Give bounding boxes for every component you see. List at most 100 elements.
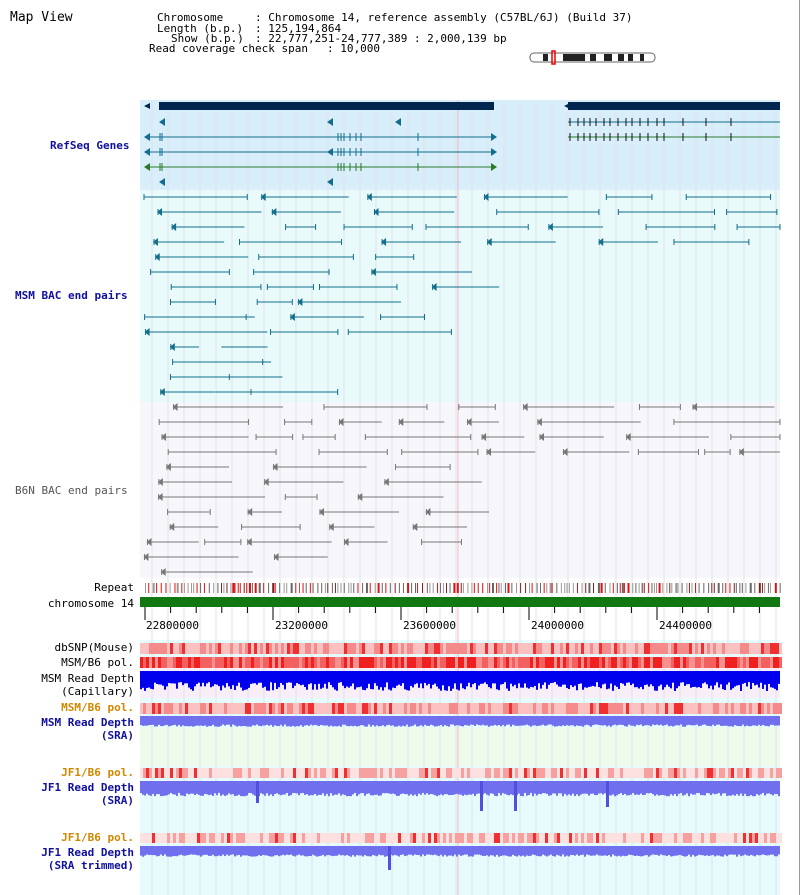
read-depth-bar bbox=[402, 671, 404, 684]
repeat-element bbox=[623, 583, 625, 593]
polymorphism-cell bbox=[680, 657, 683, 668]
polymorphism-cell bbox=[545, 703, 548, 714]
msm-bac-pair-end bbox=[289, 313, 295, 321]
read-depth-bar bbox=[274, 781, 276, 795]
msm-bac-pair-end bbox=[154, 253, 160, 261]
read-depth-bar bbox=[290, 671, 292, 683]
read-depth-bar bbox=[330, 671, 332, 685]
polymorphism-cell bbox=[143, 643, 146, 654]
read-depth-bar bbox=[512, 716, 514, 725]
polymorphism-cell bbox=[527, 703, 530, 714]
repeat-element bbox=[369, 583, 371, 593]
polymorphism-cell bbox=[416, 643, 419, 654]
polymorphism-cell bbox=[644, 657, 647, 668]
polymorphism-cell bbox=[614, 833, 617, 843]
polymorphism-cell bbox=[671, 703, 674, 714]
read-depth-bar bbox=[292, 781, 294, 794]
read-depth-bar bbox=[564, 846, 566, 857]
polymorphism-cell bbox=[206, 768, 209, 778]
polymorphism-cell bbox=[413, 833, 416, 843]
refseq-strand-arrow bbox=[395, 118, 401, 126]
polymorphism-cell bbox=[599, 657, 602, 668]
polymorphism-cell bbox=[368, 643, 371, 654]
read-depth-bar bbox=[196, 781, 198, 794]
read-depth-bar bbox=[384, 781, 386, 794]
read-depth-bar bbox=[394, 671, 396, 689]
polymorphism-cell bbox=[161, 703, 164, 714]
polymorphism-cell bbox=[386, 643, 389, 654]
polymorphism-cell bbox=[326, 833, 329, 843]
read-depth-bar bbox=[386, 846, 388, 857]
polymorphism-cell bbox=[581, 703, 584, 714]
read-depth-bar bbox=[152, 716, 154, 725]
read-depth-bar bbox=[328, 781, 330, 797]
read-depth-bar bbox=[564, 781, 566, 794]
polymorphism-cell bbox=[596, 643, 599, 654]
read-depth-bar bbox=[760, 846, 762, 856]
repeat-element bbox=[234, 583, 236, 593]
read-depth-bar bbox=[706, 716, 708, 726]
polymorphism-cell bbox=[548, 833, 551, 843]
polymorphism-cell bbox=[170, 768, 173, 778]
read-depth-bar bbox=[470, 671, 472, 688]
polymorphism-cell bbox=[401, 833, 404, 843]
repeat-element bbox=[381, 583, 383, 593]
polymorphism-cell bbox=[242, 643, 245, 654]
read-depth-bar bbox=[704, 716, 706, 725]
read-depth-bar bbox=[196, 846, 198, 856]
polymorphism-cell bbox=[335, 768, 338, 778]
track-label-refseq-genes[interactable]: RefSeq Genes bbox=[50, 139, 130, 152]
polymorphism-cell bbox=[482, 768, 485, 778]
polymorphism-cell bbox=[236, 833, 239, 843]
polymorphism-cell bbox=[197, 643, 200, 654]
read-depth-bar bbox=[546, 846, 548, 857]
track-label-b6n-bac[interactable]: B6N BAC end pairs bbox=[15, 484, 128, 497]
track-label-msm-bac[interactable]: MSM BAC end pairs bbox=[15, 289, 128, 302]
polymorphism-cell bbox=[779, 657, 782, 668]
read-depth-bar bbox=[494, 716, 496, 725]
polymorphism-cell bbox=[197, 768, 200, 778]
read-depth-bar bbox=[220, 671, 222, 691]
polymorphism-cell bbox=[623, 703, 626, 714]
read-depth-bar bbox=[756, 781, 758, 795]
read-depth-bar bbox=[428, 846, 430, 855]
read-depth-bar bbox=[186, 846, 188, 856]
read-depth-bar bbox=[704, 671, 706, 683]
polymorphism-cell bbox=[251, 703, 254, 714]
read-depth-bar bbox=[466, 846, 468, 855]
read-depth-bar bbox=[596, 781, 598, 796]
read-depth-bar bbox=[504, 716, 506, 727]
read-depth-bar bbox=[692, 716, 694, 726]
polymorphism-cell bbox=[281, 657, 284, 668]
b6n-bac-pair-end bbox=[425, 508, 431, 516]
polymorphism-cell bbox=[419, 833, 422, 843]
polymorphism-cell bbox=[326, 703, 329, 714]
b6n-bac-pair-end bbox=[412, 523, 418, 531]
polymorphism-cell bbox=[296, 833, 299, 843]
polymorphism-cell bbox=[272, 703, 275, 714]
polymorphism-cell bbox=[674, 703, 677, 714]
repeat-element bbox=[187, 583, 189, 593]
polymorphism-cell bbox=[419, 768, 422, 778]
read-depth-bar bbox=[316, 716, 318, 726]
read-depth-bar bbox=[610, 846, 612, 857]
read-depth-bar bbox=[162, 846, 164, 856]
read-depth-bar bbox=[236, 846, 238, 856]
polymorphism-cell bbox=[578, 768, 581, 778]
polymorphism-cell bbox=[620, 643, 623, 654]
polymorphism-cell bbox=[413, 643, 416, 654]
b6n-bac-track-bg bbox=[140, 402, 780, 578]
polymorphism-cell bbox=[152, 833, 155, 843]
read-depth-bar bbox=[168, 781, 170, 795]
polymorphism-cell bbox=[482, 643, 485, 654]
polymorphism-cell bbox=[305, 643, 308, 654]
polymorphism-cell bbox=[278, 768, 281, 778]
repeat-element bbox=[745, 583, 747, 593]
polymorphism-cell bbox=[596, 703, 599, 714]
polymorphism-cell bbox=[608, 833, 611, 843]
read-depth-bar bbox=[332, 671, 334, 688]
read-depth-bar bbox=[592, 781, 594, 794]
repeat-element bbox=[402, 583, 404, 593]
